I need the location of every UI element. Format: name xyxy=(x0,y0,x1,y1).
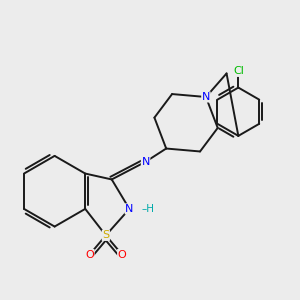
Text: Cl: Cl xyxy=(233,66,244,76)
Text: O: O xyxy=(85,250,94,260)
Text: N: N xyxy=(125,204,134,214)
Text: –H: –H xyxy=(142,204,155,214)
Text: S: S xyxy=(102,230,110,240)
Text: N: N xyxy=(202,92,210,102)
Text: N: N xyxy=(141,157,150,167)
Text: O: O xyxy=(118,250,126,260)
